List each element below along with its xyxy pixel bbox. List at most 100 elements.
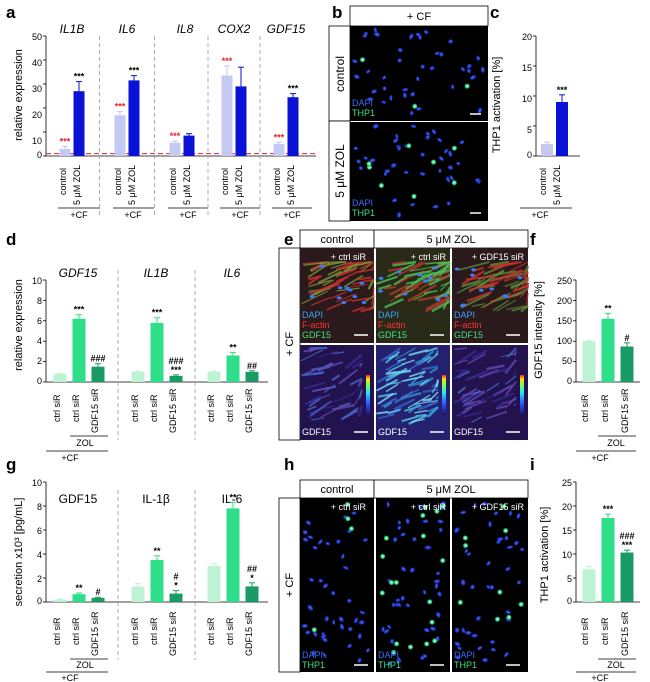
h-zol-ctrl-nucleus bbox=[429, 626, 436, 631]
e-zol-gdf-fiber bbox=[507, 261, 529, 273]
b-control-nucleus bbox=[429, 66, 435, 71]
h-ctrl-nucleus bbox=[322, 652, 327, 659]
e-heat-zol-gdf-signal bbox=[486, 392, 500, 399]
c-ytick-10: 10 bbox=[522, 94, 532, 104]
c-ytick-20: 20 bbox=[522, 32, 532, 42]
e-heat-zol-gdf-signal bbox=[460, 387, 478, 400]
a-ytick-40: 40 bbox=[32, 58, 42, 68]
h-zol-gdf-thp1-cell bbox=[462, 535, 468, 541]
f-ytick-250: 250 bbox=[557, 276, 572, 286]
h-zol-gdf-nucleus bbox=[489, 640, 495, 645]
e-heat-ctrl-signal bbox=[311, 417, 325, 421]
a-cat-5-zol: 5 μM ZOL bbox=[286, 165, 296, 205]
d-category-labels: ctrl siR ctrl siR GDF15 siR ctrl siR ctr… bbox=[46, 388, 254, 463]
h-side-label: + CF bbox=[284, 573, 296, 597]
e-ctrl-fiber bbox=[301, 290, 329, 305]
e-ctrl-fiber bbox=[322, 279, 334, 287]
e-zol-ctrl-fiber bbox=[393, 275, 408, 286]
f-bar-0 bbox=[582, 341, 596, 382]
g-zol: ZOL bbox=[76, 660, 94, 670]
h-zol-gdf-nucleus bbox=[519, 547, 525, 552]
f-bar-2 bbox=[620, 346, 634, 382]
f-zol: ZOL bbox=[607, 438, 625, 448]
a-cat-1-control: control bbox=[58, 168, 68, 195]
e-zol-gdf-nucleus bbox=[471, 268, 476, 272]
b-zol-nucleus bbox=[425, 134, 431, 140]
f-sig-1: ** bbox=[604, 303, 612, 313]
i-bar-0 bbox=[582, 569, 596, 602]
b-zol-nucleus bbox=[397, 211, 402, 219]
panel-letter-f: f bbox=[530, 230, 536, 249]
h-zol-ctrl-nucleus bbox=[387, 624, 392, 629]
e-zol-ctrl-fiber bbox=[425, 261, 446, 265]
b-row-control: control bbox=[333, 56, 347, 92]
i-sig-2: ### bbox=[619, 531, 634, 541]
h-zol-gdf-thp1-cell bbox=[457, 599, 463, 605]
h-ctrl-nucleus bbox=[307, 604, 314, 611]
e-header-control: control bbox=[320, 234, 353, 246]
h-zol-ctrl-nucleus bbox=[435, 611, 441, 618]
e-bottom-label-3: GDF15 bbox=[454, 427, 483, 437]
e-ctrl-fiber bbox=[360, 306, 375, 313]
e-heat-zol-gdf-signal bbox=[462, 405, 473, 415]
i-ytick-15: 15 bbox=[562, 526, 572, 536]
e-heat-zol-ctrl-signal bbox=[401, 375, 424, 383]
d-cat-2-c: GDF15 siR bbox=[168, 388, 178, 433]
b-control-nucleus bbox=[397, 58, 402, 63]
e-zol-gdf-nucleus bbox=[459, 304, 465, 308]
b-zol-nucleus bbox=[353, 146, 359, 151]
e-heat-zol-ctrl-signal bbox=[417, 400, 439, 411]
b-micrograph-zol bbox=[350, 122, 488, 221]
e-stain-dapi-1: DAPI bbox=[302, 310, 323, 320]
e-stain-gdf-3: GDF15 bbox=[454, 330, 483, 340]
b-control-nucleus bbox=[371, 89, 377, 94]
b-zol-thp1-cell bbox=[366, 161, 372, 167]
e-ctrl-fiber bbox=[343, 274, 364, 288]
h-zol-ctrl-nucleus bbox=[391, 602, 396, 608]
h-zol-ctrl-nucleus bbox=[392, 536, 398, 543]
h-zol-ctrl-thp1-cell bbox=[432, 638, 438, 644]
e-zol-gdf-fiber bbox=[521, 271, 529, 289]
h-zol-ctrl-thp1-cell bbox=[379, 590, 385, 596]
h-ctrl-nucleus bbox=[336, 539, 341, 544]
h-zol-ctrl-nucleus bbox=[387, 661, 392, 666]
h-zol-gdf-nucleus bbox=[460, 510, 467, 515]
h-zol-ctrl-thp1-cell bbox=[393, 579, 399, 586]
b-zol-thp1-cell bbox=[451, 180, 457, 186]
a-bar-GDF15-control bbox=[273, 144, 285, 156]
e-heat-zol-gdf-signal bbox=[486, 364, 505, 371]
h-zol-gdf-nucleus bbox=[482, 657, 488, 663]
h-zol-ctrl-nucleus bbox=[412, 536, 417, 542]
b-header: + CF bbox=[407, 11, 431, 23]
h-zol-ctrl-nucleus bbox=[437, 591, 442, 597]
g-cond: +CF bbox=[61, 673, 79, 682]
g-bar-1-1 bbox=[150, 560, 164, 602]
d-bar-IL1B-0 bbox=[131, 371, 145, 382]
e-heat-zol-gdf-signal bbox=[514, 350, 517, 356]
b-control-nucleus bbox=[373, 31, 381, 37]
g-title-1: GDF15 bbox=[59, 492, 98, 506]
e-zol-ctrl-fiber bbox=[398, 261, 423, 277]
e-side-label: + CF bbox=[284, 332, 296, 356]
e-heat-zol-gdf-signal bbox=[457, 349, 477, 364]
e-colorbar-3 bbox=[520, 375, 524, 415]
e-heat-ctrl-signal bbox=[332, 403, 355, 411]
h-ctrl-nucleus bbox=[351, 511, 357, 515]
e-ctrl-fiber bbox=[344, 266, 358, 273]
h-zol-ctrl-nucleus bbox=[397, 525, 402, 531]
a-cat-4-control: control bbox=[220, 168, 230, 195]
g-ytick-8: 8 bbox=[37, 502, 42, 512]
g-sig-1-1: ** bbox=[153, 546, 161, 556]
h-zol-ctrl-nucleus bbox=[424, 545, 432, 550]
e-heat-ctrl-signal bbox=[349, 377, 363, 386]
a-gene-3: IL8 bbox=[177, 22, 194, 36]
h-ctrl-nucleus bbox=[302, 530, 308, 535]
i-cat-1: ctrl siR bbox=[580, 617, 590, 645]
e-heat-zol-ctrl-signal bbox=[401, 415, 418, 423]
e-heat-zol-ctrl-signal bbox=[421, 365, 439, 371]
b-control-nucleus bbox=[353, 74, 360, 80]
h-zol-gdf-nucleus bbox=[516, 512, 521, 519]
b-zol-nucleus bbox=[392, 137, 399, 144]
b-control-nucleus bbox=[389, 94, 393, 101]
b-control-nucleus bbox=[420, 64, 425, 69]
